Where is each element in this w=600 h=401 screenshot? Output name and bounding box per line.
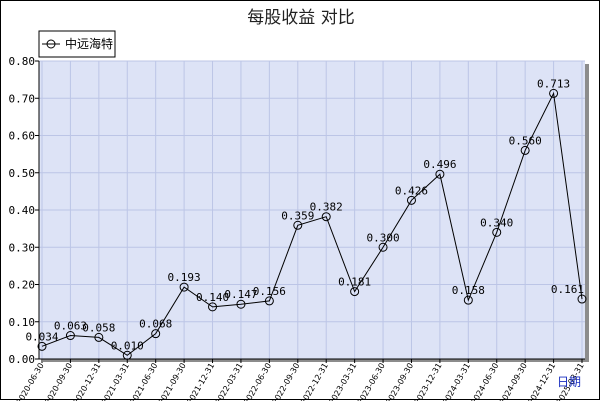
data-label: 0.156 (253, 285, 286, 298)
x-tick-label: 2023-06-30 (356, 362, 387, 401)
x-tick-labels: 2020-06-302020-09-302020-12-312021-03-31… (15, 359, 586, 401)
chart-title: 每股收益 对比 (247, 8, 354, 28)
data-label: 0.382 (310, 201, 343, 214)
x-tick-label: 2022-09-30 (270, 362, 301, 401)
data-label: 0.300 (366, 231, 399, 244)
y-tick-label: 0.80 (9, 55, 36, 68)
x-tick-label: 2022-12-31 (299, 362, 330, 401)
x-tick-label: 2024-12-31 (526, 362, 557, 401)
x-tick-label: 2024-06-30 (469, 361, 500, 401)
x-tick-label: 2024-09-30 (498, 362, 529, 401)
x-tick-label: 2022-03-31 (214, 362, 245, 401)
x-tick-label: 2024-03-31 (441, 362, 472, 401)
y-tick-label: 0.00 (9, 353, 36, 366)
data-label: 0.058 (82, 321, 115, 334)
x-tick-label: 2021-06-30 (128, 362, 159, 401)
data-label: 0.426 (395, 184, 428, 197)
legend: 中远海特 (39, 31, 115, 57)
x-axis-label: 日期 (557, 375, 581, 389)
x-tick-label: 2022-06-30 (242, 362, 273, 401)
data-label: 0.010 (111, 339, 144, 352)
y-tick-label: 0.10 (9, 316, 36, 329)
y-tick-label: 0.30 (9, 241, 36, 254)
data-label: 0.068 (139, 318, 172, 331)
data-label: 0.161 (551, 283, 584, 296)
legend-series-name: 中远海特 (65, 36, 113, 51)
y-tick-label: 0.60 (9, 130, 36, 143)
y-tick-label: 0.20 (9, 279, 36, 292)
x-tick-label: 2020-09-30 (43, 362, 74, 401)
y-tick-label: 0.50 (9, 167, 36, 180)
x-tick-label: 2021-03-31 (100, 362, 131, 401)
x-tick-label: 2021-09-30 (157, 362, 188, 401)
data-label: 0.340 (480, 216, 513, 229)
data-label: 0.181 (338, 276, 371, 289)
y-tick-label: 0.40 (9, 204, 36, 217)
y-tick-labels: 0.00 0.10 0.20 0.30 0.40 0.50 0.60 0.70 0.80 (9, 55, 40, 366)
data-label: 0.193 (168, 271, 201, 284)
x-tick-label: 2023-09-30 (384, 362, 415, 401)
data-label: 0.560 (509, 134, 542, 147)
x-tick-label: 2023-12-31 (413, 362, 444, 401)
data-label: 0.496 (423, 158, 456, 171)
y-tick-label: 0.70 (9, 92, 36, 105)
data-label: 0.158 (452, 284, 485, 297)
x-tick-label: 2023-03-31 (327, 362, 358, 401)
x-tick-label: 2020-12-31 (72, 362, 103, 401)
data-label: 0.713 (537, 77, 570, 90)
x-tick-label: 2021-12-31 (185, 362, 216, 401)
x-tick-label: 2020-06-30 (15, 362, 46, 401)
